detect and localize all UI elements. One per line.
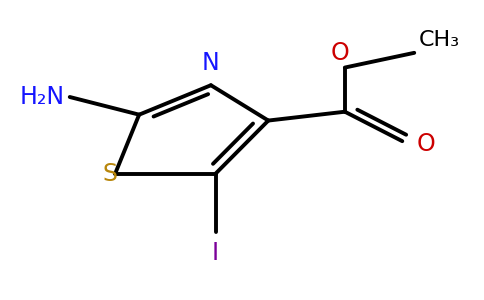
Text: CH₃: CH₃	[419, 30, 460, 50]
Text: O: O	[331, 40, 349, 64]
Text: O: O	[417, 132, 436, 156]
Text: N: N	[202, 51, 220, 75]
Text: S: S	[103, 162, 118, 186]
Text: I: I	[212, 241, 219, 265]
Text: H₂N: H₂N	[20, 85, 65, 109]
